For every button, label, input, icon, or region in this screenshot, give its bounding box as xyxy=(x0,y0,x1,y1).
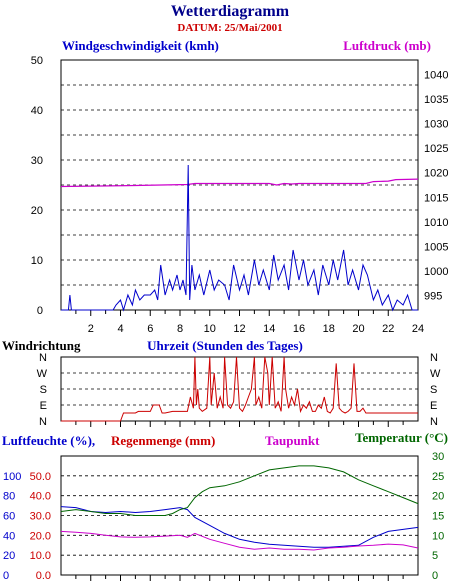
rain-y-tick-label: 40.0 xyxy=(30,491,51,503)
wind-panel-frame xyxy=(60,59,419,311)
temperature-y-tick-label: 10 xyxy=(432,530,444,542)
rain-axis-label: Regenmenge (mm) xyxy=(111,433,215,448)
x-tick-label: 24 xyxy=(412,323,424,335)
wind-y-tick-label: 10 xyxy=(31,255,43,267)
rain-y-tick-label: 0.0 xyxy=(36,570,51,582)
dewpoint-axis-label: Taupunkt xyxy=(265,433,320,448)
humidity-y-tick-label: 80 xyxy=(3,491,15,503)
direction-y-tick-label: W xyxy=(37,368,48,380)
x-tick-label: 12 xyxy=(233,323,245,335)
rain-y-tick-label: 10.0 xyxy=(30,550,51,562)
chart-title: Wetterdiagramm xyxy=(171,3,290,20)
wind-y-tick-label: 50 xyxy=(31,55,43,67)
direction-y-tick-label: E xyxy=(40,400,47,412)
rain-y-tick-label: 50.0 xyxy=(30,471,51,483)
pressure-y-tick-label: 995 xyxy=(424,290,442,302)
rain-y-tick-label: 20.0 xyxy=(30,530,51,542)
wind-y-tick-label: 0 xyxy=(37,305,43,317)
x-tick-label: 6 xyxy=(147,323,153,335)
direction-y-tick-label-right: S xyxy=(430,384,437,396)
humidity-y-tick-label: 60 xyxy=(3,511,15,523)
direction-y-tick-label: N xyxy=(39,416,47,428)
direction-y-tick-label-right: W xyxy=(430,368,441,380)
temperature-y-tick-label: 30 xyxy=(432,451,444,463)
direction-y-tick-label-right: N xyxy=(430,416,438,428)
x-tick-label: 10 xyxy=(204,323,216,335)
pressure-y-tick-label: 1015 xyxy=(424,192,448,204)
x-tick-label: 22 xyxy=(382,323,394,335)
temperature-axis-label: Temperatur (°C) xyxy=(355,430,448,445)
temperature-y-tick-label: 0 xyxy=(432,570,438,582)
wind-y-tick-label: 40 xyxy=(31,105,43,117)
pressure-line xyxy=(60,178,419,188)
x-tick-label: 14 xyxy=(263,323,275,335)
temperature-y-tick-label: 15 xyxy=(432,511,444,523)
pressure-y-tick-label: 1010 xyxy=(424,217,448,229)
direction-y-tick-label-right: N xyxy=(430,352,438,364)
humidity-y-tick-label: 100 xyxy=(3,471,21,483)
rain-y-tick-label: 30.0 xyxy=(30,511,51,523)
dewpoint-line xyxy=(60,530,419,551)
temperature-y-tick-label: 25 xyxy=(432,471,444,483)
direction-y-tick-label: N xyxy=(39,352,47,364)
temperature-line xyxy=(60,465,419,516)
pressure-y-tick-label: 1025 xyxy=(424,143,448,155)
humidity-y-tick-label: 40 xyxy=(3,530,15,542)
x-tick-label: 20 xyxy=(352,323,364,335)
temperature-y-tick-label: 5 xyxy=(432,550,438,562)
pressure-y-tick-label: 1000 xyxy=(424,266,448,278)
pressure-y-tick-label: 1040 xyxy=(424,70,448,82)
pressure-y-tick-label: 1035 xyxy=(424,94,448,106)
direction-y-tick-label-right: E xyxy=(430,400,437,412)
time-axis-title: Uhrzeit (Stunden des Tages) xyxy=(147,338,303,353)
direction-axis-label: Windrichtung xyxy=(2,338,81,353)
wind-speed-line xyxy=(61,164,418,312)
x-tick-label: 16 xyxy=(293,323,305,335)
humidity-y-tick-label: 20 xyxy=(3,550,15,562)
pressure-y-tick-label: 1005 xyxy=(424,241,448,253)
humidity-axis-label: Luftfeuchte (%), xyxy=(2,433,95,448)
humidity-y-tick-label: 0 xyxy=(3,570,9,582)
plots-group: 0102030405099510001005101010151020102510… xyxy=(3,55,448,582)
wind-direction-line xyxy=(61,356,418,422)
chart-date: DATUM: 25/Mai/2001 xyxy=(177,22,282,34)
pressure-y-tick-label: 1030 xyxy=(424,119,448,131)
wind-y-tick-label: 30 xyxy=(31,155,43,167)
temperature-y-tick-label: 20 xyxy=(432,491,444,503)
humidity-panel-frame xyxy=(60,455,419,576)
x-tick-label: 8 xyxy=(177,323,183,335)
pressure-y-tick-label: 1020 xyxy=(424,168,448,180)
wind-axis-label: Windgeschwindigkeit (kmh) xyxy=(62,38,219,53)
pressure-axis-label: Luftdruck (mb) xyxy=(343,38,431,53)
x-tick-label: 18 xyxy=(323,323,335,335)
x-tick-label: 2 xyxy=(88,323,94,335)
x-tick-label: 4 xyxy=(117,323,123,335)
direction-y-tick-label: S xyxy=(40,384,47,396)
humidity-line xyxy=(60,506,419,548)
wind-y-tick-label: 20 xyxy=(31,205,43,217)
